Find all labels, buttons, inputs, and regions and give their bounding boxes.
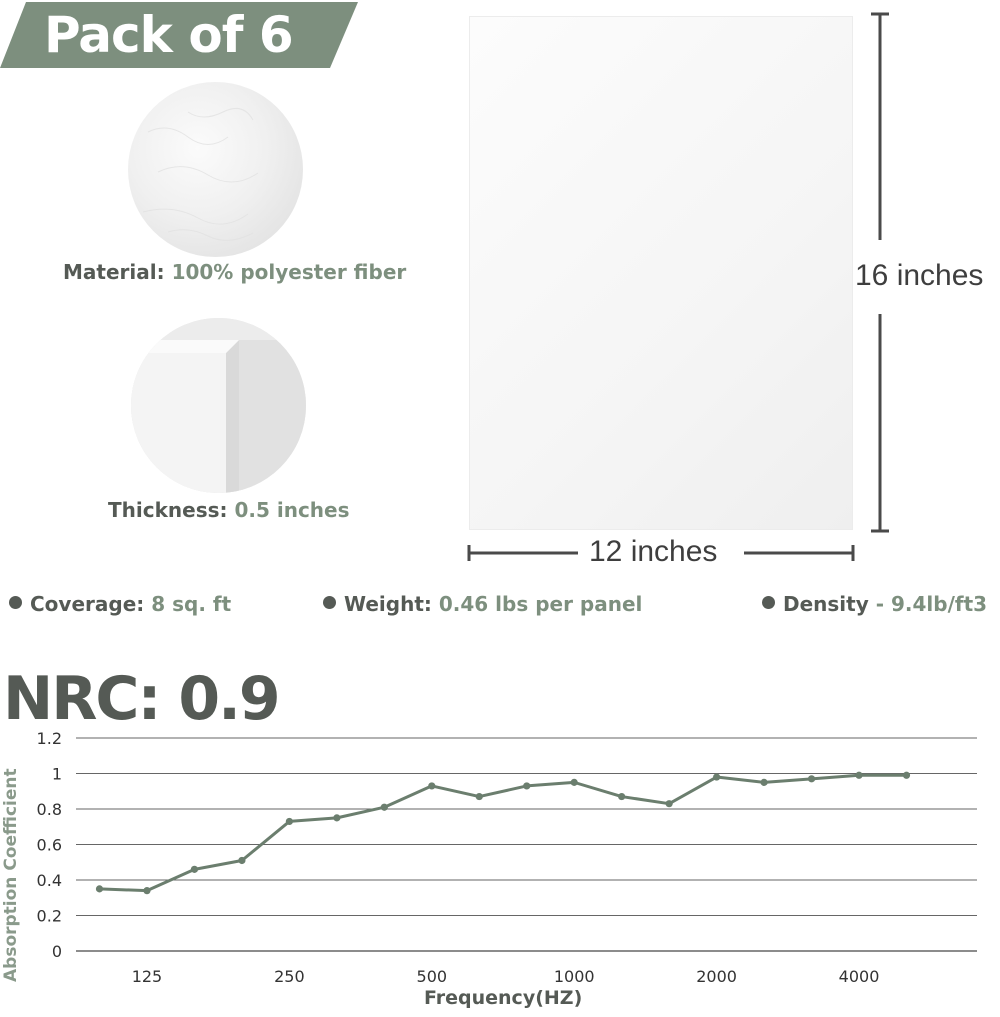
absorption-chart: 0 0.2 0.4 0.6 0.8 1 1.2 125 250 500 1000 2000 4000	[37, 729, 977, 986]
material-swatch-image	[128, 82, 303, 257]
x-tick-label: 1000	[554, 967, 595, 986]
y-tick-label: 1.2	[37, 729, 62, 748]
banner-shape	[0, 2, 358, 68]
data-point	[665, 800, 673, 808]
coverage-spec: Coverage: 8 sq. ft	[9, 592, 231, 616]
data-point	[95, 885, 104, 893]
data-point	[570, 778, 578, 786]
absorption-line	[99, 773, 907, 893]
data-point	[428, 782, 436, 790]
x-tick-label: 500	[417, 967, 448, 986]
density-spec: Density - 9.4lb/ft3	[762, 592, 987, 616]
data-point	[855, 771, 863, 779]
thickness-value: 0.5 inches	[234, 498, 350, 522]
bullet-dot-icon	[762, 596, 775, 609]
y-axis-label: Absorption Coefficient	[1, 768, 21, 982]
width-label: 12 inches	[589, 535, 718, 568]
data-point	[713, 773, 721, 781]
y-tick-label: 0.4	[37, 871, 62, 890]
banner-title: Pack of 6	[44, 6, 294, 64]
data-point	[902, 771, 911, 779]
data-point	[760, 778, 768, 786]
thickness-key: Thickness:	[108, 498, 235, 522]
y-tick-label: 0	[52, 942, 62, 961]
acoustic-panel-image	[469, 16, 853, 530]
y-tick-label: 0.2	[37, 907, 62, 926]
weight-value: 0.46 lbs per panel	[438, 592, 643, 616]
bullet-dot-icon	[9, 596, 22, 609]
coverage-key: Coverage:	[30, 592, 152, 616]
x-tick-label: 4000	[839, 967, 880, 986]
data-point	[143, 887, 151, 895]
data-point	[523, 782, 531, 790]
material-label: Material: 100% polyester fiber	[63, 260, 406, 284]
x-axis-label: Frequency(HZ)	[424, 987, 583, 1009]
density-value: - 9.4lb/ft3	[868, 592, 988, 616]
x-tick-label: 250	[274, 967, 305, 986]
y-tick-label: 1	[52, 765, 62, 784]
panel-edge-illustration	[131, 318, 306, 493]
material-value: 100% polyester fiber	[171, 260, 407, 284]
data-point	[618, 792, 626, 801]
bullet-dot-icon	[323, 596, 336, 609]
data-point	[238, 856, 246, 865]
y-tick-label: 0.6	[37, 836, 62, 855]
thickness-swatch-image	[131, 318, 306, 493]
data-point	[807, 775, 816, 783]
data-point	[475, 792, 483, 801]
height-label: 16 inches	[855, 259, 984, 292]
y-tick-label: 0.8	[37, 800, 62, 819]
density-key: Density	[783, 592, 869, 616]
x-tick-label: 125	[132, 967, 163, 986]
pack-banner: Pack of 6	[0, 0, 362, 70]
material-key: Material:	[63, 260, 172, 284]
x-tick-label: 2000	[696, 967, 737, 986]
fiber-texture	[142, 107, 259, 241]
dimension-lines	[467, 12, 889, 561]
nrc-heading: NRC: 0.9	[3, 664, 281, 734]
thickness-label: Thickness: 0.5 inches	[108, 498, 350, 522]
coverage-value: 8 sq. ft	[151, 592, 232, 616]
data-point	[380, 803, 388, 811]
data-point	[190, 865, 199, 873]
data-point	[285, 817, 293, 826]
data-point	[333, 814, 341, 822]
weight-spec: Weight: 0.46 lbs per panel	[323, 592, 642, 616]
weight-key: Weight:	[344, 592, 439, 616]
